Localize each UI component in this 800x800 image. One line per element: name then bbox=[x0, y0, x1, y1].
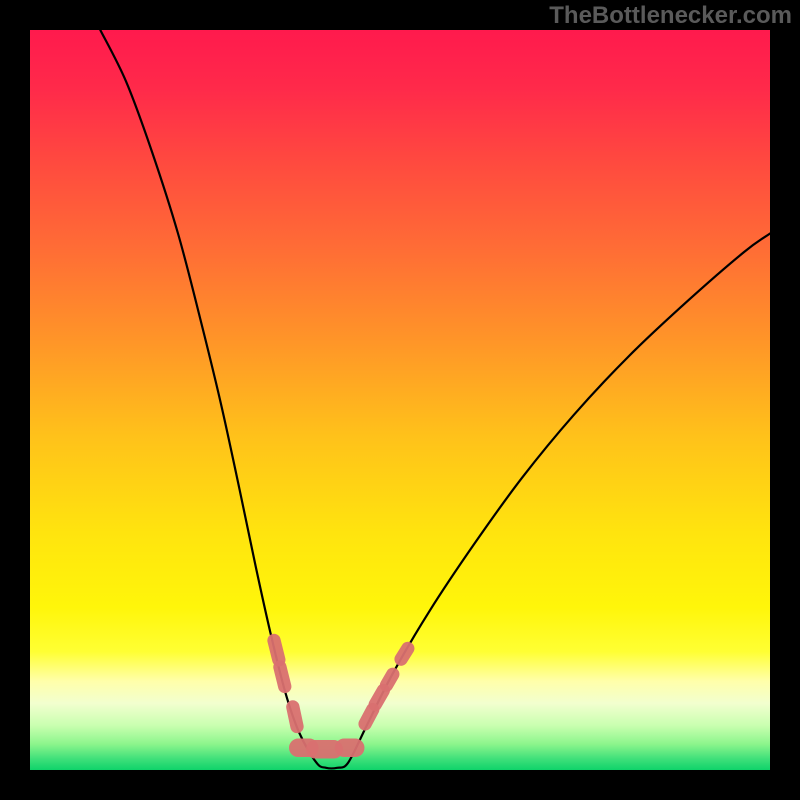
chart-frame: TheBottlenecker.com bbox=[0, 0, 800, 800]
watermark-text: TheBottlenecker.com bbox=[549, 2, 792, 30]
chart-canvas bbox=[0, 0, 800, 800]
marker-pill bbox=[335, 739, 365, 758]
